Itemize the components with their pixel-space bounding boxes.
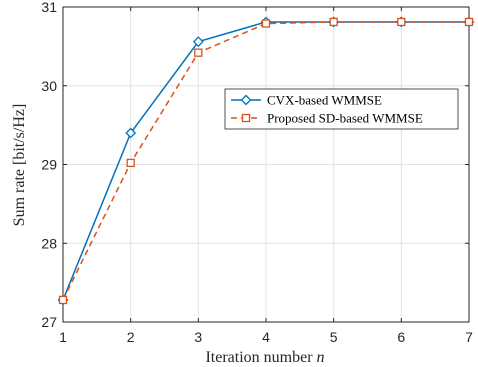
data-point [192, 36, 204, 48]
x-tick-label: 2 [127, 329, 135, 345]
y-tick-label: 28 [41, 235, 57, 251]
tick-labels: 1 2 3 4 5 6 7 27 28 29 30 31 [41, 0, 473, 345]
data-point [194, 48, 203, 57]
data-point [125, 127, 137, 139]
grid [62, 6, 470, 323]
y-tick-label: 29 [41, 157, 57, 173]
legend-marker [240, 94, 252, 106]
x-tick-label: 6 [397, 329, 405, 345]
axes [62, 6, 470, 323]
x-tick-label: 5 [330, 329, 338, 345]
series-2 [58, 17, 474, 305]
x-tick-label: 1 [59, 329, 67, 345]
legend: CVX-based WMMSE Proposed SD-based WMMSE [224, 88, 459, 130]
data-point [329, 17, 338, 27]
data-point [261, 19, 271, 28]
x-tick-label: 3 [194, 329, 202, 345]
y-tick-label: 31 [41, 0, 57, 15]
x-tick-label: 7 [465, 329, 473, 345]
legend-box [224, 88, 459, 130]
y-tick-label: 30 [41, 78, 57, 94]
y-axis-label: Sum rate [bit/s/Hz] [11, 104, 28, 227]
data-point [126, 158, 135, 168]
data-point [58, 295, 68, 305]
legend-label: CVX-based WMMSE [267, 93, 382, 108]
series-layer [57, 16, 475, 306]
legend-marker [241, 113, 251, 123]
data-point [397, 17, 406, 27]
x-axis-label: Iteration number n [205, 349, 324, 366]
x-tick-label: 4 [262, 329, 270, 345]
legend-label: Proposed SD-based WMMSE [267, 111, 423, 126]
data-point [464, 17, 474, 27]
y-tick-label: 27 [41, 314, 57, 330]
